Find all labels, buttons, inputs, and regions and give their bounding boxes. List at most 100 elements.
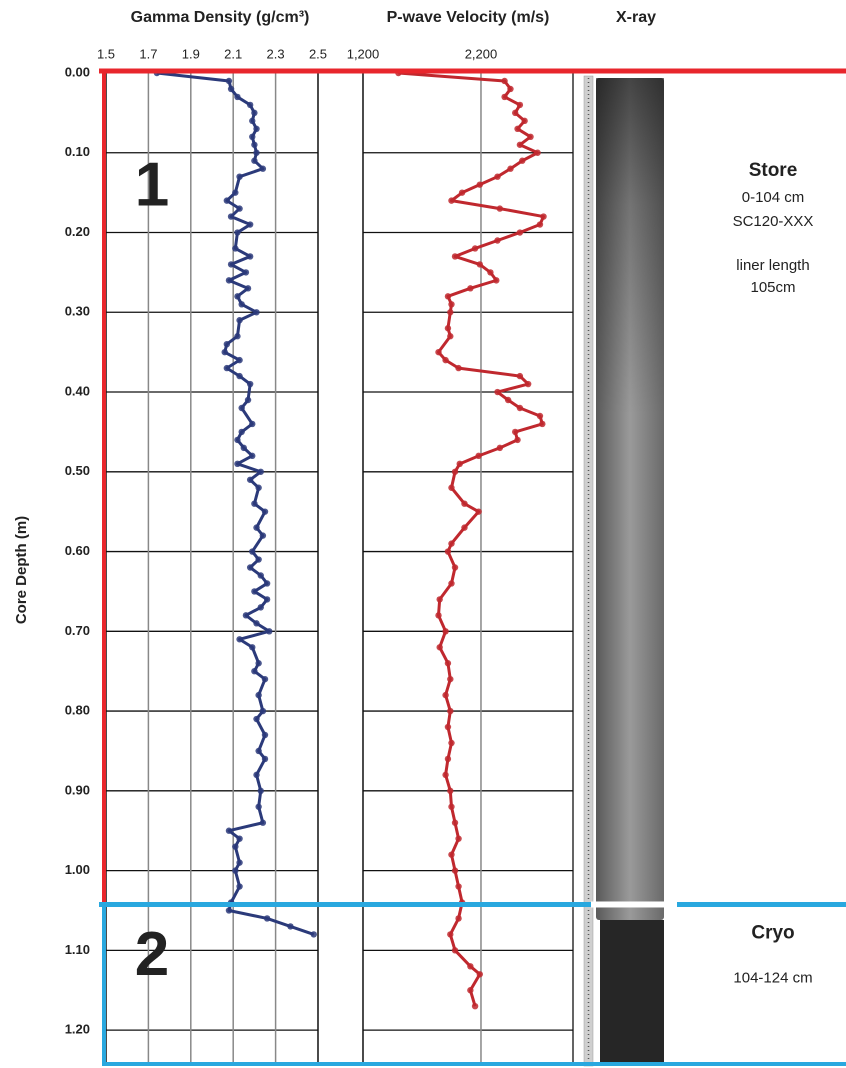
- data-point: [452, 947, 458, 953]
- data-point: [236, 373, 242, 379]
- data-point: [260, 166, 266, 172]
- section-number: 1: [135, 150, 169, 219]
- data-point: [264, 580, 270, 586]
- data-point: [445, 756, 451, 762]
- data-point: [262, 508, 268, 514]
- data-point: [236, 317, 242, 323]
- data-point: [228, 213, 234, 219]
- data-point: [251, 500, 257, 506]
- data-point: [521, 118, 527, 124]
- y-tick-label: 0.50: [65, 463, 90, 478]
- data-point: [447, 333, 453, 339]
- data-point: [455, 835, 461, 841]
- y-tick-label: 1.20: [65, 1022, 90, 1037]
- data-line: [398, 73, 543, 1006]
- data-point: [222, 349, 228, 355]
- data-point: [224, 365, 230, 371]
- data-point: [228, 261, 234, 267]
- data-point: [442, 772, 448, 778]
- data-point: [501, 78, 507, 84]
- data-point: [448, 851, 454, 857]
- data-point: [472, 245, 478, 251]
- data-point: [245, 285, 251, 291]
- data-point: [236, 357, 242, 363]
- x-tick-label: 2.5: [309, 46, 327, 61]
- x-tick-label: 1.5: [97, 46, 115, 61]
- data-point: [236, 205, 242, 211]
- data-point: [262, 732, 268, 738]
- data-point: [497, 205, 503, 211]
- data-point: [442, 628, 448, 634]
- data-point: [258, 604, 264, 610]
- data-point: [236, 173, 242, 179]
- chart: Core Depth (m) X-ray 0.000.100.200.300.4…: [0, 0, 846, 1068]
- data-point: [287, 923, 293, 929]
- data-point: [226, 277, 232, 283]
- data-point: [262, 756, 268, 762]
- y-tick-label: 0.90: [65, 782, 90, 797]
- data-point: [255, 692, 261, 698]
- data-point: [264, 596, 270, 602]
- y-tick-label: 0.70: [65, 623, 90, 638]
- data-point: [234, 293, 240, 299]
- data-point: [255, 485, 261, 491]
- data-point: [255, 748, 261, 754]
- data-point: [436, 644, 442, 650]
- data-point: [461, 524, 467, 530]
- panel-title: Gamma Density (g/cm³): [131, 9, 310, 26]
- data-point: [253, 126, 259, 132]
- data-point: [247, 564, 253, 570]
- data-point: [232, 843, 238, 849]
- data-point: [487, 269, 493, 275]
- y-tick-label: 0.30: [65, 304, 90, 319]
- data-point: [447, 788, 453, 794]
- data-point: [251, 588, 257, 594]
- data-point: [226, 78, 232, 84]
- data-point: [238, 301, 244, 307]
- data-point: [253, 620, 259, 626]
- data-point: [494, 173, 500, 179]
- data-point: [228, 86, 234, 92]
- data-point: [448, 740, 454, 746]
- data-point: [245, 397, 251, 403]
- data-point: [260, 820, 266, 826]
- data-point: [236, 835, 242, 841]
- data-point: [445, 724, 451, 730]
- data-point: [525, 381, 531, 387]
- section-note: liner length: [736, 257, 809, 274]
- data-point: [258, 788, 264, 794]
- data-point: [452, 564, 458, 570]
- section-range: 0-104 cm: [742, 189, 805, 206]
- x-tick-label: 1,200: [347, 46, 380, 61]
- y-tick-label: 0.20: [65, 224, 90, 239]
- xray-title: X-ray: [616, 9, 656, 26]
- data-point: [260, 532, 266, 538]
- data-point: [467, 285, 473, 291]
- data-point: [253, 309, 259, 315]
- data-point: [445, 660, 451, 666]
- xray-gap: [591, 901, 677, 907]
- data-point: [262, 676, 268, 682]
- data-point: [477, 181, 483, 187]
- data-point: [253, 772, 259, 778]
- data-point: [258, 469, 264, 475]
- y-axis-label: Core Depth (m): [13, 516, 30, 624]
- data-point: [234, 333, 240, 339]
- data-point: [232, 867, 238, 873]
- data-point: [455, 883, 461, 889]
- section-name: Cryo: [751, 922, 794, 943]
- data-point: [249, 134, 255, 140]
- data-point: [264, 915, 270, 921]
- data-point: [447, 676, 453, 682]
- data-point: [467, 987, 473, 993]
- data-point: [519, 158, 525, 164]
- data-point: [472, 1003, 478, 1009]
- data-point: [238, 405, 244, 411]
- x-tick-label: 2,200: [465, 46, 498, 61]
- data-point: [512, 429, 518, 435]
- y-tick-label: 1.00: [65, 862, 90, 877]
- y-tick-label: 0.80: [65, 703, 90, 718]
- section-note: 105cm: [750, 279, 795, 296]
- data-point: [448, 804, 454, 810]
- data-point: [234, 229, 240, 235]
